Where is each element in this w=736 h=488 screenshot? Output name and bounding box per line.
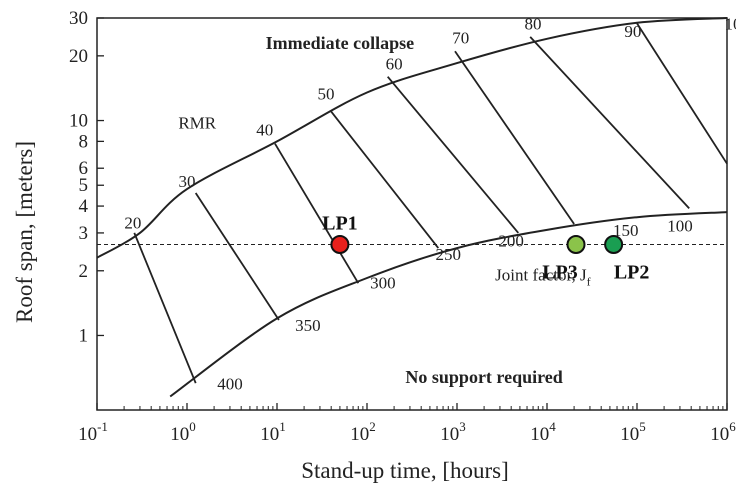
y-tick-label: 1 bbox=[79, 325, 89, 346]
joint-factor-value-label: 300 bbox=[370, 274, 396, 293]
rmr-line-50 bbox=[330, 111, 440, 249]
rmr-value-label: 50 bbox=[317, 85, 334, 104]
y-tick-label: 30 bbox=[69, 8, 88, 29]
rmr-value-label: 90 bbox=[624, 22, 641, 41]
data-point-lp3 bbox=[566, 235, 586, 255]
x-tick-label: 101 bbox=[260, 419, 286, 445]
rmr-axis-label: RMR bbox=[178, 113, 216, 132]
rmr-line-40 bbox=[274, 143, 360, 284]
rmr-line-80 bbox=[529, 36, 690, 210]
x-tick-label: 102 bbox=[350, 419, 376, 445]
y-tick-label: 3 bbox=[79, 223, 89, 244]
data-point-label-lp3: LP3 bbox=[542, 262, 578, 284]
y-tick-label: 10 bbox=[69, 111, 88, 132]
plot-frame bbox=[96, 17, 728, 411]
data-point-label-lp1: LP1 bbox=[322, 213, 358, 235]
rmr-lines bbox=[97, 22, 728, 384]
joint-factor-value-label: 100 bbox=[667, 216, 693, 235]
y-tick-label: 8 bbox=[79, 131, 89, 152]
rmr-value-label: 80 bbox=[525, 15, 542, 34]
x-tick-label: 106 bbox=[710, 419, 736, 445]
joint-factor-value-label: 200 bbox=[498, 231, 524, 250]
rmr-value-label: 40 bbox=[256, 121, 273, 140]
y-axis-title: Roof span, [meters] bbox=[12, 141, 37, 323]
rmr-value-label: 20 bbox=[124, 213, 141, 232]
region-label: Immediate collapse bbox=[266, 33, 414, 53]
rmr-value-label: 70 bbox=[452, 29, 469, 48]
rmr-line-90 bbox=[636, 22, 728, 165]
y-axis-ticks: 1 2 3 456 810 20 30 bbox=[69, 8, 104, 346]
rmr-value-label: 30 bbox=[179, 172, 196, 191]
lower-boundary-curve bbox=[169, 211, 728, 398]
rmr-line-20 bbox=[133, 232, 197, 384]
x-tick-label: 105 bbox=[620, 419, 646, 445]
x-tick-label: 103 bbox=[440, 419, 466, 445]
x-axis-title: Stand-up time, [hours] bbox=[301, 458, 509, 483]
rmr-line-30 bbox=[194, 192, 280, 321]
data-point-lp1 bbox=[330, 235, 350, 255]
y-tick-label: 2 bbox=[79, 261, 89, 282]
boundary-curves bbox=[96, 17, 728, 398]
data-point-lp2 bbox=[604, 235, 624, 255]
joint-factor-value-label: 150 bbox=[613, 221, 639, 240]
data-point-label-lp2: LP2 bbox=[614, 262, 650, 284]
y-tick-label: 4 bbox=[79, 196, 89, 217]
x-axis-ticks: 10-1 100 101 102 103 104 105 106 bbox=[78, 403, 736, 445]
x-tick-label: 10-1 bbox=[78, 419, 108, 445]
rmr-value-label: 100 bbox=[725, 15, 736, 34]
annotation-labels: 20 30 40 50 60 70 80 90 100 RMR 100 150 200 250 300 350… bbox=[124, 15, 736, 394]
upper-boundary-curve bbox=[96, 17, 728, 259]
y-tick-label: 6 bbox=[79, 158, 89, 179]
y-tick-label: 20 bbox=[69, 46, 88, 67]
rmr-line-60 bbox=[387, 76, 519, 234]
x-tick-label: 104 bbox=[530, 419, 556, 445]
region-label: No support required bbox=[405, 367, 562, 387]
rmr-line-70 bbox=[454, 50, 575, 225]
joint-factor-value-label: 350 bbox=[295, 316, 321, 335]
joint-factor-value-label: 400 bbox=[217, 375, 243, 394]
joint-factor-title: Joint factor, Jf bbox=[495, 266, 590, 289]
y-tick-label: 5 bbox=[79, 175, 89, 196]
x-tick-label: 100 bbox=[170, 419, 196, 445]
rmr-value-label: 60 bbox=[386, 54, 403, 73]
data-points: LP1 LP3 LP2 bbox=[322, 213, 649, 284]
joint-factor-value-label: 250 bbox=[436, 245, 462, 264]
